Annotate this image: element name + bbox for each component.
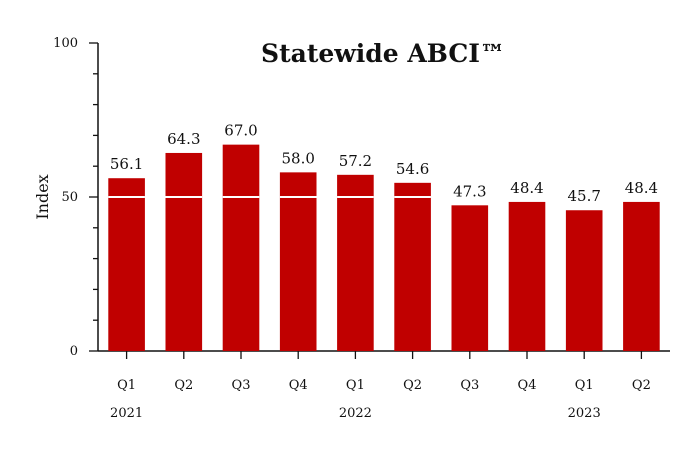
data-labels: 56.1 64.3 67.0 58.0 57.2 54.6 47.3 48.4 45.7 48.4 — [110, 122, 658, 206]
x-tick-label: Q1 — [346, 378, 365, 393]
data-label: 45.7 — [567, 187, 600, 205]
y-axis-label: Index — [33, 174, 52, 219]
x-tick-label: Q1 — [117, 378, 136, 393]
data-label: 54.6 — [396, 160, 429, 178]
data-label: 48.4 — [625, 179, 658, 197]
bar — [108, 178, 145, 351]
year-label: 2022 — [339, 406, 372, 421]
year-label: 2023 — [568, 406, 601, 421]
data-label: 58.0 — [281, 149, 314, 167]
data-label: 48.4 — [510, 179, 543, 197]
x-tick-label: Q2 — [174, 378, 193, 393]
x-tick-label: Q3 — [232, 378, 251, 393]
bar — [279, 172, 317, 351]
bar — [623, 201, 660, 351]
x-tick-label: Q4 — [518, 378, 537, 393]
x-tick-labels: Q1 Q2 Q3 Q4 Q1 Q2 Q3 Q4 Q1 Q2 2021 2022 2023 — [110, 378, 651, 421]
y-tick-label: 0 — [70, 344, 78, 359]
year-label: 2021 — [110, 406, 143, 421]
bar — [165, 152, 203, 351]
bar — [508, 201, 546, 351]
x-tick-label: Q3 — [460, 378, 479, 393]
x-tick-label: Q4 — [289, 378, 308, 393]
bars — [108, 144, 660, 351]
data-label: 64.3 — [167, 130, 200, 148]
bar — [565, 210, 603, 351]
data-label: 67.0 — [224, 122, 257, 140]
chart-title: Statewide ABCI™ — [261, 39, 505, 68]
x-tick-label: Q2 — [403, 378, 422, 393]
x-tick-label: Q2 — [632, 378, 651, 393]
bar — [222, 144, 260, 351]
data-label: 47.3 — [453, 182, 486, 200]
y-tick-label: 100 — [53, 36, 78, 51]
bar — [451, 205, 489, 351]
data-label: 57.2 — [339, 152, 372, 170]
bar — [337, 174, 374, 351]
data-label: 56.1 — [110, 155, 143, 173]
x-tick-label: Q1 — [575, 378, 594, 393]
y-tick-label: 50 — [61, 190, 78, 205]
bar — [394, 182, 431, 351]
